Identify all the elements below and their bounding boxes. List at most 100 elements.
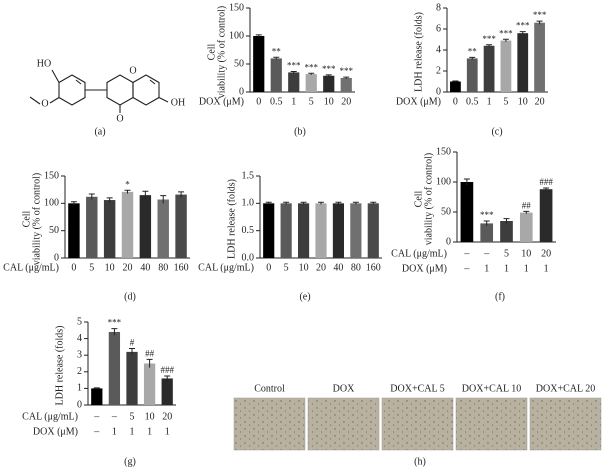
bar (500, 40, 512, 92)
y-tick-label: 0 (446, 236, 451, 247)
x-axis-label: DOX (μM) (396, 96, 441, 107)
bar (539, 189, 553, 242)
error-bar (483, 220, 490, 226)
significance-label: *** (499, 28, 513, 38)
x-tick-label: 10 (518, 96, 528, 107)
significance-label: *** (287, 61, 301, 71)
x-tick-label: 0 (256, 96, 261, 107)
bar (270, 58, 282, 92)
x-tick-label: 160 (366, 262, 381, 273)
bar (288, 72, 300, 92)
y-tick-label: 50 (234, 58, 244, 69)
axis (446, 8, 548, 93)
x-tick-label: 10 (324, 96, 334, 107)
x-tick-label: 10 (299, 262, 309, 273)
x-tick-label: 1 (487, 96, 492, 107)
x-tick-label: – (93, 411, 100, 422)
error-bar (502, 38, 509, 42)
error-bar (543, 187, 550, 191)
x-tick-label: – (463, 263, 470, 274)
error-bar (343, 76, 350, 79)
y-tick-label: 150 (436, 146, 451, 157)
x-tick-label: 40 (140, 262, 150, 273)
significance-label: *** (480, 210, 494, 220)
significance-label: ### (160, 365, 174, 375)
bar (297, 203, 310, 258)
atom-label: O (116, 113, 123, 124)
x-axis-label: CAL (μg/mL) (198, 262, 254, 273)
micrograph-label: DOX (333, 383, 355, 394)
significance-label: *** (305, 62, 319, 72)
bar (315, 203, 327, 258)
error-bar (88, 193, 95, 200)
significance-label: ** (272, 46, 282, 56)
error-bar (452, 80, 459, 83)
error-bar (124, 189, 131, 194)
y-axis-label: Cell (206, 43, 217, 60)
bar (517, 33, 529, 92)
y-axis-label: Cell (413, 190, 424, 207)
x-tick-label: 0 (453, 96, 458, 107)
error-bar (370, 201, 377, 205)
panel-caption: (f) (495, 291, 505, 302)
error-bar (463, 178, 470, 185)
chemical-structure (29, 69, 169, 113)
bar (126, 351, 138, 405)
x-tick-label: 20 (123, 262, 133, 273)
significance-label: *** (482, 34, 496, 44)
x-tick-label: – (111, 411, 118, 422)
y-axis-label: viability (% of control) (216, 6, 227, 98)
y-tick-label: 50 (49, 225, 59, 236)
bar (91, 388, 103, 405)
error-bar (523, 210, 530, 214)
y-tick-label: 4 (436, 44, 441, 55)
x-tick-label: – (483, 248, 490, 259)
bar (175, 194, 187, 258)
bar (280, 203, 292, 258)
error-bar (300, 201, 307, 205)
error-bar (325, 74, 332, 77)
error-bar (142, 190, 149, 199)
significance-label: *** (533, 10, 547, 20)
atom-label: O (129, 65, 136, 76)
panel-caption: (c) (491, 126, 502, 137)
significance-label: * (125, 179, 130, 189)
y-tick-label: 100 (229, 30, 244, 41)
x-tick-label: 10 (521, 248, 531, 259)
bar (450, 81, 461, 92)
bar (263, 203, 275, 258)
x-tick-label: 20 (162, 411, 172, 422)
y-axis-label: Cell (21, 210, 32, 227)
y-axis-label: LDH release (folds) (413, 12, 424, 92)
y-tick-label: 5 (77, 316, 82, 327)
bar (460, 182, 474, 242)
bar (350, 203, 362, 258)
y-axis-label: LDH release (folds) (226, 179, 237, 259)
x-tick-label: 0 (71, 262, 76, 273)
error-bar (486, 44, 493, 47)
micrograph (381, 397, 454, 451)
x-tick-label: 20 (535, 96, 545, 107)
bar (480, 223, 494, 242)
error-bar (503, 218, 510, 224)
bar (143, 363, 156, 405)
x-tick-label: 10 (105, 262, 115, 273)
x-tick-label: 1 (291, 96, 296, 107)
x-tick-label: 0.5 (270, 96, 283, 107)
micrograph (529, 397, 602, 451)
error-bar (111, 328, 118, 336)
panel-caption: (d) (124, 291, 136, 302)
x-tick-label: – (93, 426, 100, 437)
significance-label: ## (145, 348, 155, 358)
y-axis-label: LDH release (folds) (54, 326, 65, 406)
error-bar (106, 197, 113, 203)
bar (157, 199, 169, 258)
significance-label: ** (468, 46, 478, 56)
x-tick-label: – (463, 248, 470, 259)
error-bar (146, 358, 153, 368)
micrograph-label: DOX+CAL 5 (390, 383, 444, 394)
bar (500, 221, 513, 242)
error-bar (93, 387, 100, 389)
x-tick-label: 5 (504, 248, 509, 259)
